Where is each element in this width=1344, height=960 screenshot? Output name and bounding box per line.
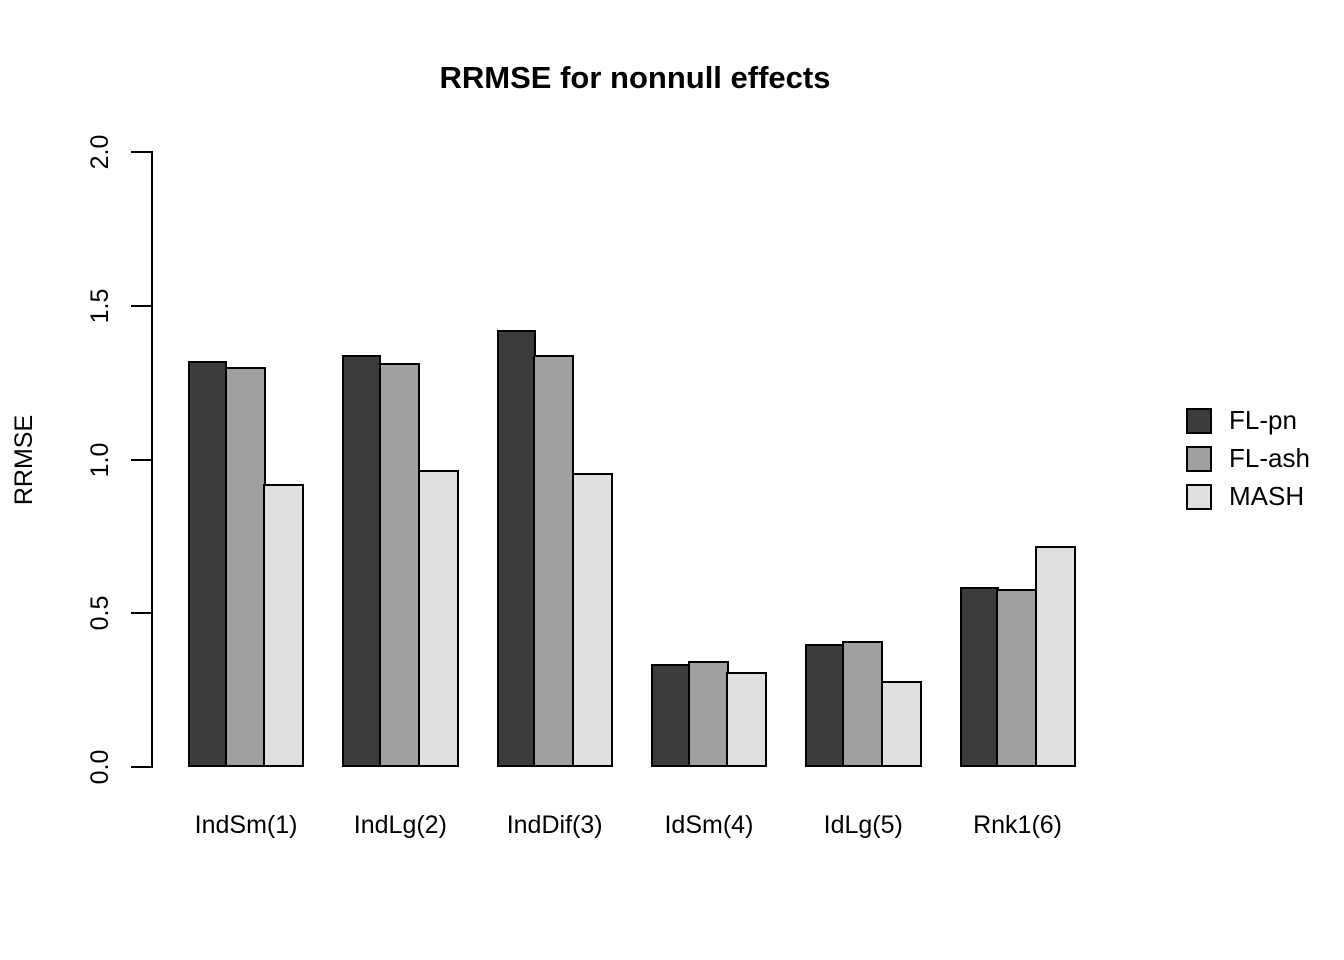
legend-swatch xyxy=(1186,483,1212,510)
x-tick-label: IndSm(1) xyxy=(194,811,298,839)
y-tick-label: 0.0 xyxy=(86,749,114,785)
y-tick-mark xyxy=(131,304,151,307)
legend-label: MASH xyxy=(1229,481,1305,511)
x-tick-label: IndLg(2) xyxy=(353,811,447,839)
bar xyxy=(379,363,420,767)
bar xyxy=(960,587,999,767)
bar xyxy=(533,355,574,767)
bar xyxy=(881,681,922,767)
bar xyxy=(996,589,1037,767)
bar xyxy=(418,470,459,767)
legend: FL-pn FL-ash MASH xyxy=(1186,405,1310,521)
bar xyxy=(726,672,767,767)
bar xyxy=(188,361,227,767)
x-tick-label: Rnk1(6) xyxy=(973,811,1062,839)
bar xyxy=(497,330,536,767)
y-axis-line xyxy=(151,151,153,768)
y-tick-mark xyxy=(131,766,151,768)
legend-item: FL-pn xyxy=(1186,405,1310,435)
legend-label: FL-ash xyxy=(1229,443,1310,473)
y-tick-label: 1.5 xyxy=(86,288,114,324)
y-tick-label: 1.0 xyxy=(86,442,114,477)
legend-item: FL-ash xyxy=(1186,443,1310,473)
legend-swatch xyxy=(1186,445,1212,472)
bar xyxy=(805,644,844,767)
legend-item: MASH xyxy=(1186,481,1310,511)
bar xyxy=(342,355,381,767)
bar xyxy=(225,367,266,767)
y-tick-label: 0.5 xyxy=(86,595,114,631)
bar xyxy=(651,664,690,767)
x-tick-label: IdSm(4) xyxy=(664,811,754,839)
bar xyxy=(572,473,613,767)
bar xyxy=(263,484,304,767)
y-tick-label: 2.0 xyxy=(86,134,114,170)
y-tick-mark xyxy=(131,458,151,461)
y-tick-mark xyxy=(131,151,151,153)
legend-label: FL-pn xyxy=(1229,405,1297,435)
chart-title: RRMSE for nonnull effects xyxy=(439,60,831,95)
bar xyxy=(688,661,729,767)
x-tick-label: IdLg(5) xyxy=(823,811,903,839)
y-tick-mark xyxy=(131,612,151,615)
bar xyxy=(1035,546,1076,767)
legend-swatch xyxy=(1186,407,1212,434)
bar xyxy=(842,641,883,767)
x-tick-label: IndDif(3) xyxy=(506,811,603,839)
